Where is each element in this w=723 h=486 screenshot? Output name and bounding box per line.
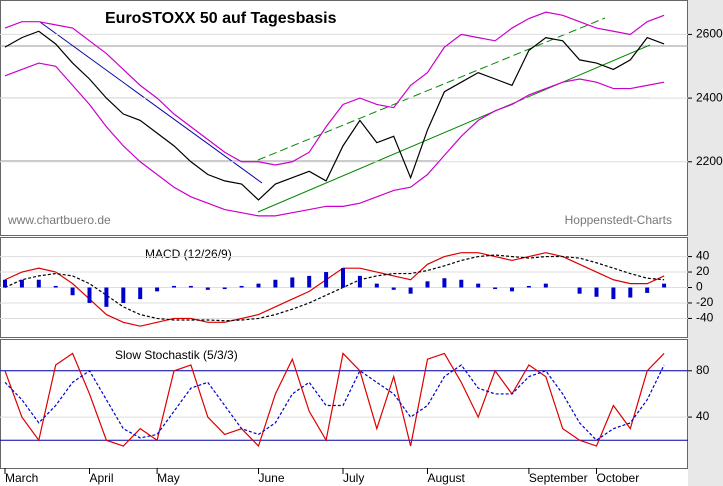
- histogram-bar: [324, 272, 329, 288]
- y-tick-label: 0: [696, 280, 703, 294]
- x-tick-label: June: [259, 471, 285, 485]
- series-line: [4, 252, 665, 327]
- x-tick-label: July: [343, 471, 364, 485]
- histogram-bar: [577, 287, 582, 294]
- histogram-bar: [239, 285, 244, 288]
- histogram-bar: [543, 283, 548, 288]
- histogram-bar: [459, 279, 464, 288]
- histogram-bar: [628, 287, 633, 298]
- histogram-bar: [408, 287, 413, 294]
- series-line: [4, 352, 665, 448]
- y-tick-label: 40: [696, 409, 710, 423]
- histogram-bar: [307, 275, 312, 288]
- histogram-bar: [374, 283, 379, 288]
- histogram-bar: [205, 287, 210, 290]
- trend-line: [257, 17, 606, 161]
- x-tick-label: April: [90, 471, 114, 485]
- series-line: [4, 364, 665, 442]
- histogram-bar: [341, 268, 345, 288]
- series-line: [4, 62, 665, 217]
- panel-frame: [0, 339, 688, 469]
- x-tick-label: May: [157, 471, 180, 485]
- x-tick-label: September: [529, 471, 588, 485]
- histogram-bar: [594, 287, 599, 297]
- histogram-bar: [493, 287, 498, 290]
- histogram-bar: [36, 279, 41, 288]
- histogram-bar: [442, 278, 447, 288]
- histogram-bar: [510, 287, 514, 292]
- panel-frame: [0, 0, 688, 236]
- histogram-bar: [222, 287, 227, 290]
- histogram-bar: [611, 287, 616, 300]
- histogram-bar: [138, 287, 143, 300]
- series-line: [4, 11, 665, 166]
- y-tick-label: 40: [696, 249, 710, 263]
- panel-title: Slow Stochastik (5/3/3): [115, 348, 238, 362]
- histogram-bar: [526, 285, 531, 288]
- chart-title: EuroSTOXX 50 auf Tagesbasis: [105, 10, 337, 27]
- histogram-bar: [645, 287, 650, 293]
- histogram-bar: [188, 285, 193, 288]
- histogram-bar: [391, 287, 396, 290]
- histogram-bar: [273, 279, 278, 288]
- trend-line: [257, 44, 651, 213]
- histogram-bar: [104, 287, 109, 307]
- histogram-bar: [172, 285, 176, 288]
- source: www.chartbuero.de: [7, 213, 111, 227]
- y-tick-label: 80: [696, 363, 710, 377]
- axis-background: [688, 0, 723, 486]
- y-tick-label: 2200: [696, 154, 723, 168]
- histogram-bar: [155, 287, 160, 292]
- histogram-bar: [476, 283, 481, 288]
- histogram-bar: [290, 277, 295, 288]
- histogram-bar: [425, 281, 430, 288]
- histogram-bar: [53, 285, 58, 288]
- series-line: [4, 30, 665, 201]
- histogram-bar: [19, 279, 24, 288]
- credit: Hoppenstedt-Charts: [565, 213, 672, 227]
- y-tick-label: 2400: [696, 90, 723, 104]
- y-tick-label: 2600: [696, 27, 723, 41]
- y-tick-label: -40: [696, 311, 714, 325]
- x-tick-label: August: [428, 471, 466, 485]
- panel-title: MACD (12/26/9): [145, 247, 232, 261]
- histogram-bar: [87, 287, 92, 303]
- histogram-bar: [662, 283, 667, 288]
- histogram-bar: [3, 279, 7, 288]
- histogram-bar: [357, 275, 362, 288]
- histogram-bar: [121, 287, 126, 303]
- trend-line: [39, 21, 263, 184]
- y-tick-label: -20: [696, 295, 714, 309]
- histogram-bar: [256, 283, 261, 288]
- histogram-bar: [70, 287, 75, 296]
- y-tick-label: 20: [696, 264, 710, 278]
- x-tick-label: October: [597, 471, 640, 485]
- x-tick-label: March: [5, 471, 38, 485]
